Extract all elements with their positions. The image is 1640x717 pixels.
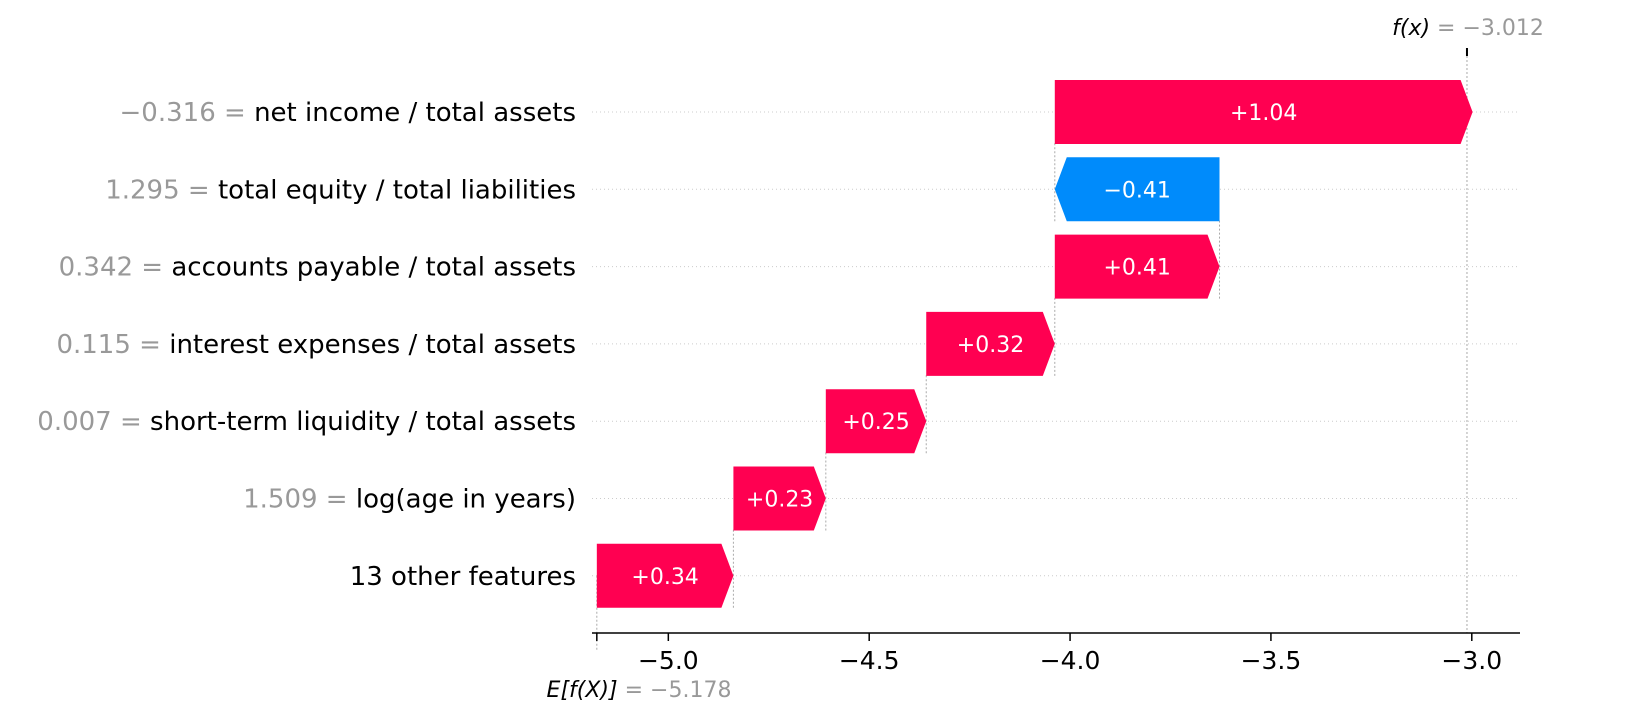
bar-value-label: +0.41	[1103, 256, 1170, 281]
contribution-bar	[1054, 234, 1220, 299]
feature-label: 13 other features	[350, 562, 576, 592]
bar-value-label: +1.04	[1230, 101, 1297, 126]
x-tick-label: −3.5	[1241, 646, 1302, 675]
contribution-bar	[596, 543, 734, 608]
feature-label: 1.509 = log(age in years)	[243, 485, 576, 515]
contribution-bar	[825, 389, 927, 454]
bar-value-label: +0.32	[957, 333, 1024, 358]
bar-value-label: +0.34	[631, 565, 698, 590]
output-value-label: f(x) = −3.012	[1392, 16, 1544, 41]
feature-label: −0.316 = net income / total assets	[120, 98, 576, 128]
x-tick-label: −4.5	[839, 646, 900, 675]
x-tick-label: −3.0	[1441, 646, 1502, 675]
contribution-bar	[1054, 80, 1473, 144]
feature-label: 0.007 = short-term liquidity / total ass…	[37, 407, 576, 437]
base-value-label: E[f(X)] = −5.178	[547, 678, 732, 703]
connector-lines	[596, 48, 1468, 650]
contribution-bars: +1.04 −0.41 +0.41 +0.32 +0.25 +0.23 +0.34	[596, 80, 1473, 608]
row-gridlines	[592, 111, 1520, 577]
contribution-bar	[1054, 157, 1220, 222]
feature-label: 0.115 = interest expenses / total assets	[56, 330, 576, 360]
feature-labels: −0.316 = net income / total assets 1.295 …	[37, 98, 576, 592]
bar-value-label: +0.25	[842, 410, 909, 435]
x-tick-label: −4.0	[1040, 646, 1101, 675]
bar-value-label: −0.41	[1103, 178, 1170, 203]
feature-label: 1.295 = total equity / total liabilities	[105, 175, 576, 205]
feature-label: 0.342 = accounts payable / total assets	[59, 253, 576, 283]
contribution-bar	[733, 466, 826, 531]
x-tick-label: −5.0	[638, 646, 699, 675]
bar-value-label: +0.23	[746, 488, 813, 513]
x-axis: −5.0 −4.5 −4.0 −3.5 −3.0	[592, 632, 1520, 675]
contribution-bar	[926, 311, 1055, 376]
